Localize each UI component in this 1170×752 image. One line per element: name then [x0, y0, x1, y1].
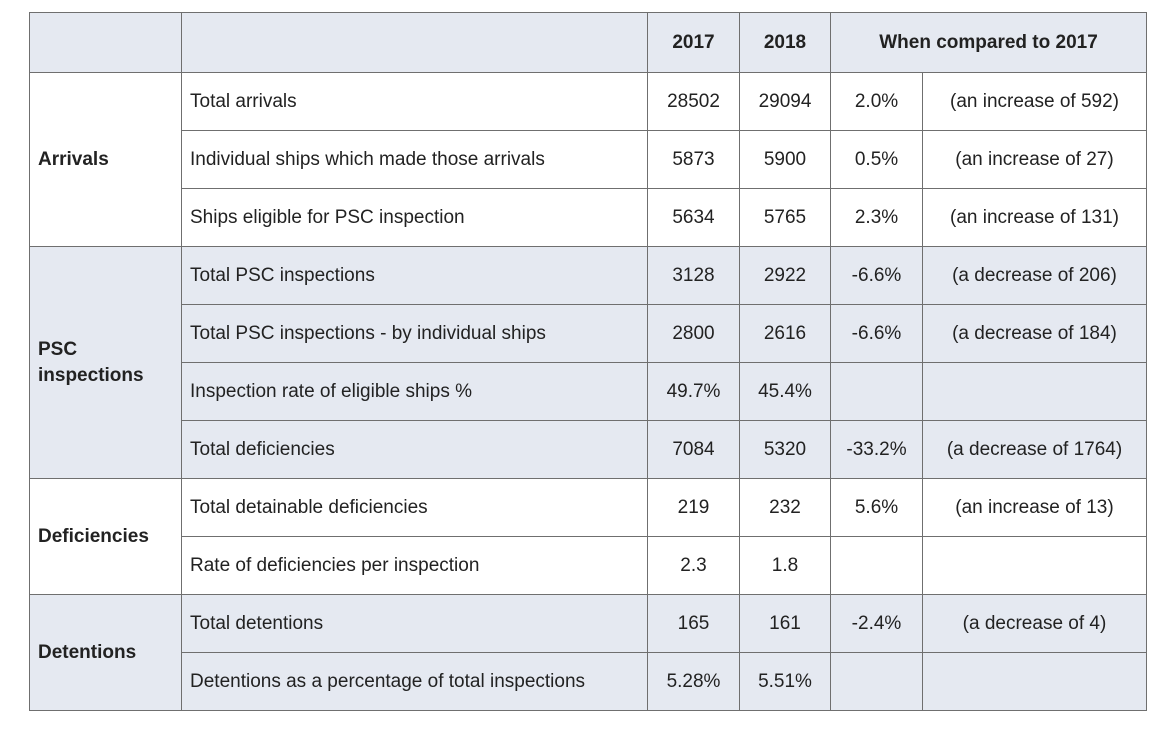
row-metric: Detentions as a percentage of total insp…: [181, 652, 648, 711]
row-value-2017: 49.7%: [647, 362, 740, 421]
table-row: Detentions Total detentions 165 161 -2.4…: [29, 594, 1147, 711]
row-change-percent: -33.2%: [830, 420, 923, 479]
row-change-percent: 2.3%: [830, 188, 923, 247]
row-change-percent: -6.6%: [830, 304, 923, 363]
row-value-2018: 29094: [739, 72, 831, 131]
row-metric: Ships eligible for PSC inspection: [181, 188, 648, 247]
row-value-2018: 161: [739, 594, 831, 653]
table-header-row: 2017 2018 When compared to 2017: [29, 12, 1147, 73]
row-change-note: [922, 652, 1147, 711]
table-row: Arrivals Total arrivals 28502 29094 2.0%…: [29, 72, 1147, 247]
table-row: Ships eligible for PSC inspection 5634 5…: [30, 188, 1147, 247]
row-metric: Total detentions: [181, 594, 648, 653]
row-value-2018: 5320: [739, 420, 831, 479]
row-value-2018: 2616: [739, 304, 831, 363]
row-change-percent: 5.6%: [830, 478, 923, 537]
row-change-percent: [830, 536, 923, 595]
row-change-percent: -6.6%: [830, 246, 923, 305]
row-change-note: [922, 362, 1147, 421]
table-row: Deficiencies Total detainable deficienci…: [29, 478, 1147, 595]
row-change-note: (a decrease of 184): [922, 304, 1147, 363]
row-value-2017: 5873: [647, 130, 740, 189]
table-row: PSC inspections Total PSC inspections 31…: [29, 246, 1147, 479]
group-label-deficiencies: Deficiencies: [29, 478, 182, 595]
row-value-2017: 5634: [647, 188, 740, 247]
table-row: Total deficiencies 7084 5320 -33.2% (a d…: [30, 420, 1147, 479]
header-2017: 2017: [647, 12, 740, 73]
row-value-2017: 2800: [647, 304, 740, 363]
psc-statistics-table: 2017 2018 When compared to 2017 Arrivals…: [29, 12, 1147, 711]
row-change-note: (an increase of 13): [922, 478, 1147, 537]
row-value-2018: 45.4%: [739, 362, 831, 421]
row-metric: Total PSC inspections: [181, 246, 648, 305]
row-value-2018: 232: [739, 478, 831, 537]
table-row: Individual ships which made those arriva…: [30, 130, 1147, 189]
row-value-2017: 2.3: [647, 536, 740, 595]
row-value-2018: 1.8: [739, 536, 831, 595]
group-label-arrivals: Arrivals: [29, 72, 182, 247]
row-metric: Rate of deficiencies per inspection: [181, 536, 648, 595]
table-row: Total PSC inspections - by individual sh…: [30, 304, 1147, 363]
row-change-percent: 0.5%: [830, 130, 923, 189]
row-value-2017: 7084: [647, 420, 740, 479]
row-value-2017: 5.28%: [647, 652, 740, 711]
row-change-note: (an increase of 131): [922, 188, 1147, 247]
row-change-note: (a decrease of 206): [922, 246, 1147, 305]
header-group: [29, 12, 182, 73]
row-change-percent: [830, 652, 923, 711]
header-metric: [181, 12, 648, 73]
row-value-2017: 219: [647, 478, 740, 537]
group-label-psc-inspections: PSC inspections: [29, 246, 182, 479]
row-metric: Total detainable deficiencies: [181, 478, 648, 537]
row-metric: Total PSC inspections - by individual sh…: [181, 304, 648, 363]
row-metric: Total deficiencies: [181, 420, 648, 479]
row-change-percent: 2.0%: [830, 72, 923, 131]
table-row: Inspection rate of eligible ships % 49.7…: [30, 362, 1147, 421]
row-value-2017: 3128: [647, 246, 740, 305]
row-change-percent: [830, 362, 923, 421]
group-label-detentions: Detentions: [29, 594, 182, 711]
header-compared-to-2017: When compared to 2017: [830, 12, 1147, 73]
row-change-note: (a decrease of 1764): [922, 420, 1147, 479]
row-change-percent: -2.4%: [830, 594, 923, 653]
table-row: Rate of deficiencies per inspection 2.3 …: [30, 536, 1147, 595]
row-value-2017: 28502: [647, 72, 740, 131]
header-2018: 2018: [739, 12, 831, 73]
row-metric: Individual ships which made those arriva…: [181, 130, 648, 189]
row-metric: Total arrivals: [181, 72, 648, 131]
row-value-2018: 5.51%: [739, 652, 831, 711]
table-row: Detentions as a percentage of total insp…: [30, 652, 1147, 711]
row-change-note: (a decrease of 4): [922, 594, 1147, 653]
row-change-note: (an increase of 27): [922, 130, 1147, 189]
row-value-2018: 5765: [739, 188, 831, 247]
row-value-2018: 5900: [739, 130, 831, 189]
row-value-2018: 2922: [739, 246, 831, 305]
row-change-note: [922, 536, 1147, 595]
row-change-note: (an increase of 592): [922, 72, 1147, 131]
row-metric: Inspection rate of eligible ships %: [181, 362, 648, 421]
row-value-2017: 165: [647, 594, 740, 653]
